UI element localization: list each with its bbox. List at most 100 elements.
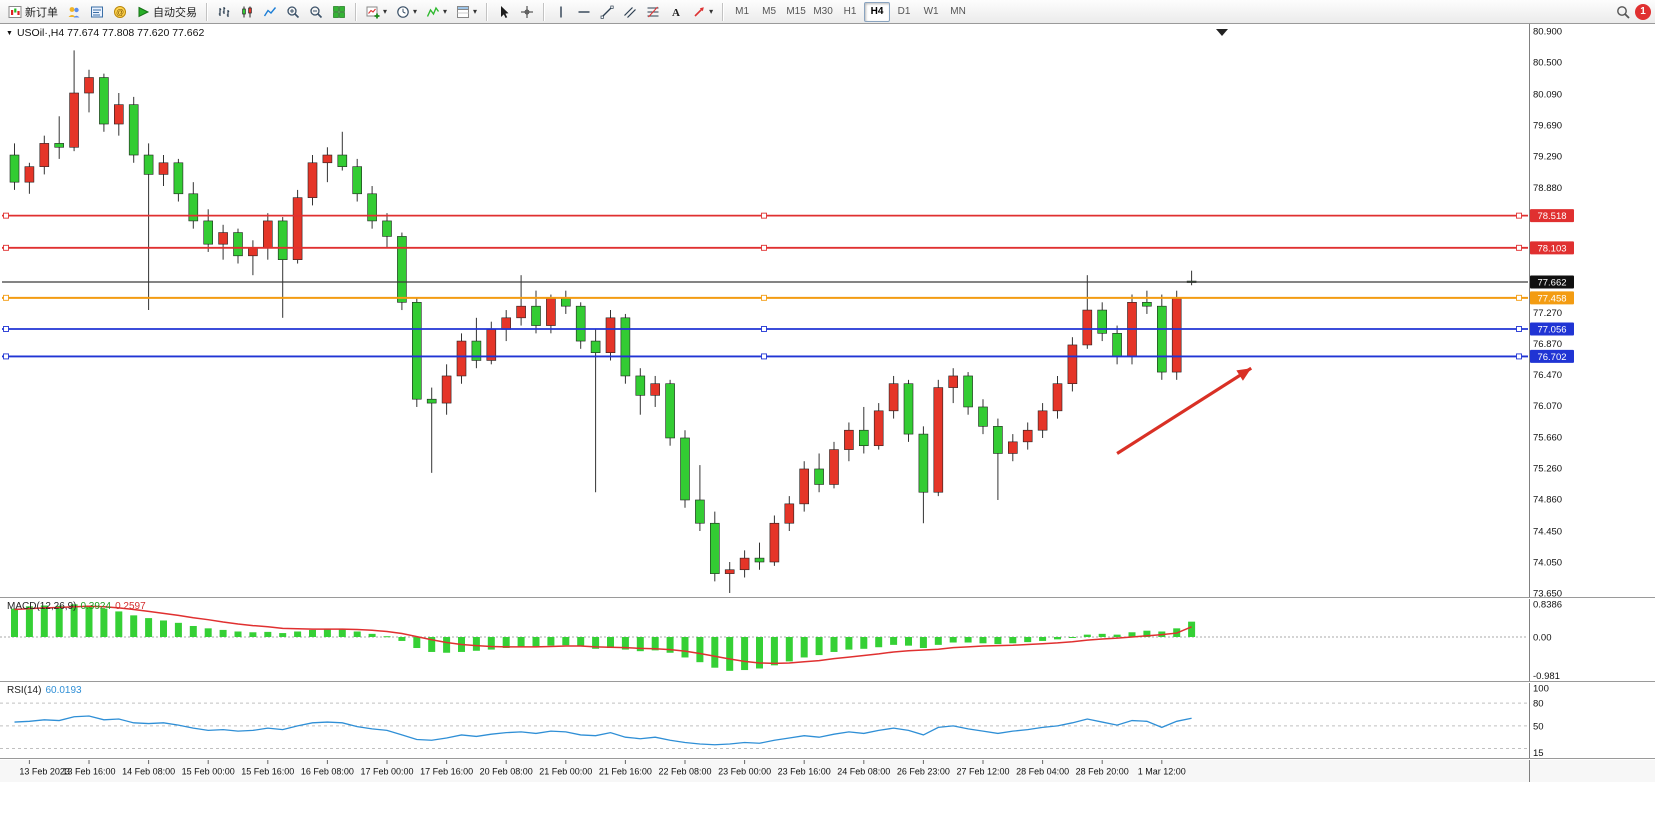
line-handle[interactable] (761, 294, 767, 301)
line-handle[interactable] (3, 244, 9, 251)
svg-text:78.518: 78.518 (1537, 211, 1566, 222)
svg-text:76.070: 76.070 (1533, 401, 1562, 412)
community-button[interactable]: @ (109, 2, 131, 22)
new-order-button[interactable]: 新订单 (4, 2, 62, 22)
svg-text:1 Mar 12:00: 1 Mar 12:00 (1138, 767, 1186, 777)
candlestick-series (9, 50, 1197, 593)
svg-text:80.090: 80.090 (1533, 89, 1562, 100)
timeframe-m5[interactable]: M5 (756, 2, 782, 22)
svg-text:80.500: 80.500 (1533, 58, 1562, 69)
horizontal-line-76.702[interactable] (2, 353, 1528, 360)
svg-text:79.290: 79.290 (1533, 151, 1562, 162)
crosshair-button[interactable] (516, 2, 538, 22)
fibonacci-icon (646, 5, 660, 19)
horizontal-line-77.056[interactable] (2, 326, 1528, 332)
equidistant-channel-button[interactable] (619, 2, 641, 22)
auto-trading-label: 自动交易 (153, 6, 197, 19)
svg-text:17 Feb 16:00: 17 Feb 16:00 (420, 767, 473, 777)
line-handle[interactable] (3, 326, 9, 332)
zoom-out-button[interactable] (305, 2, 327, 22)
horizontal-line-77.458[interactable] (2, 294, 1528, 301)
indicators-button[interactable]: ▾ (422, 2, 451, 22)
timeframe-w1[interactable]: W1 (918, 2, 944, 22)
timeframe-h1[interactable]: H1 (837, 2, 863, 22)
svg-text:77.056: 77.056 (1537, 324, 1566, 335)
timeframe-h4[interactable]: H4 (864, 1, 891, 22)
price-axis[interactable]: 80.900 80.500 80.090 79.690 79.290 78.880 77.2… (1533, 27, 1562, 600)
line-handle[interactable] (3, 212, 9, 219)
notification-count: 1 (1640, 5, 1646, 17)
chevron-down-icon[interactable]: ▾ (473, 6, 478, 16)
rsi-pane: 100 80 50 15 (0, 684, 1549, 759)
price-chart-canvas[interactable]: 78.51878.10377.66277.45877.05676.70280.9… (0, 24, 1655, 827)
cursor-button[interactable] (493, 2, 515, 22)
line-handle[interactable] (761, 353, 767, 360)
new-order-icon (8, 5, 22, 19)
timeframe-m1[interactable]: M1 (729, 2, 755, 22)
line-chart-icon (263, 5, 277, 19)
chevron-down-icon[interactable]: ▾ (443, 6, 448, 16)
market-watch-button[interactable] (86, 2, 108, 22)
candlestick-chart-button[interactable] (236, 2, 258, 22)
line-chart-button[interactable] (259, 2, 281, 22)
community-icon: @ (113, 5, 127, 19)
line-handle[interactable] (1516, 353, 1522, 360)
macd-pane: 0.8386 0.00 -0.981 (0, 600, 1562, 682)
line-handle[interactable] (3, 294, 9, 301)
arrows-tool-button[interactable]: ▾ (688, 2, 717, 22)
zoom-in-button[interactable] (282, 2, 304, 22)
profiles-icon (67, 5, 81, 19)
line-handle[interactable] (761, 326, 767, 332)
horizontal-line-button[interactable] (573, 2, 595, 22)
timeframe-m15[interactable]: M15 (783, 2, 809, 22)
periodicity-button[interactable]: ▾ (392, 2, 421, 22)
svg-text:15 Feb 00:00: 15 Feb 00:00 (182, 767, 235, 777)
horizontal-line-78.518[interactable] (2, 212, 1528, 219)
svg-text:77.662: 77.662 (1537, 278, 1566, 289)
chevron-down-icon[interactable]: ▾ (413, 6, 418, 16)
svg-text:13 Feb 2023: 13 Feb 2023 (19, 767, 70, 777)
fibonacci-button[interactable] (642, 2, 664, 22)
svg-text:22 Feb 08:00: 22 Feb 08:00 (658, 767, 711, 777)
line-handle[interactable] (3, 353, 9, 360)
bar-chart-button[interactable] (213, 2, 235, 22)
auto-trading-button[interactable]: 自动交易 (132, 2, 201, 22)
chevron-down-icon[interactable]: ▾ (383, 6, 388, 16)
timeframe-mn[interactable]: MN (945, 2, 971, 22)
vertical-line-button[interactable] (550, 2, 572, 22)
chevron-down-icon[interactable]: ▾ (709, 6, 714, 16)
svg-text:74.450: 74.450 (1533, 526, 1562, 537)
timeframe-m30[interactable]: M30 (810, 2, 836, 22)
horizontal-line-78.103[interactable] (2, 244, 1528, 251)
svg-text:76.870: 76.870 (1533, 339, 1562, 350)
new-chart-button[interactable]: ▾ (362, 2, 391, 22)
line-handle[interactable] (761, 244, 767, 251)
trendline-button[interactable] (596, 2, 618, 22)
toolbar: 新订单 @ 自动交易 (0, 0, 1655, 24)
svg-text:23 Feb 16:00: 23 Feb 16:00 (778, 767, 831, 777)
shift-end-marker[interactable] (1216, 29, 1228, 36)
tile-windows-button[interactable] (328, 2, 350, 22)
chart-area[interactable]: 78.518 78.103 77.662 77.458 77.056 76.702 80.9… (0, 24, 1655, 827)
svg-text:21 Feb 00:00: 21 Feb 00:00 (539, 767, 592, 777)
svg-text:20 Feb 08:00: 20 Feb 08:00 (480, 767, 533, 777)
price-badge-77.458: 77.458 (1530, 291, 1574, 305)
line-handle[interactable] (1516, 244, 1522, 251)
notification-badge[interactable]: 1 (1635, 3, 1651, 20)
svg-text:78.880: 78.880 (1533, 183, 1562, 194)
indicators-icon (426, 5, 440, 19)
templates-button[interactable]: ▾ (452, 2, 481, 22)
line-handle[interactable] (1516, 326, 1522, 332)
timeframe-d1[interactable]: D1 (891, 2, 917, 22)
profiles-button[interactable] (63, 2, 85, 22)
line-handle[interactable] (761, 212, 767, 219)
line-handle[interactable] (1516, 294, 1522, 301)
trend-arrow[interactable] (1116, 366, 1253, 455)
search-button[interactable] (1612, 2, 1634, 22)
timeframe-group: M1 M5 M15 M30 H1 H4 D1 W1 MN (729, 1, 971, 22)
line-handle[interactable] (1516, 212, 1522, 219)
svg-text:78.103: 78.103 (1537, 243, 1566, 254)
text-tool-button[interactable]: A (665, 2, 687, 22)
